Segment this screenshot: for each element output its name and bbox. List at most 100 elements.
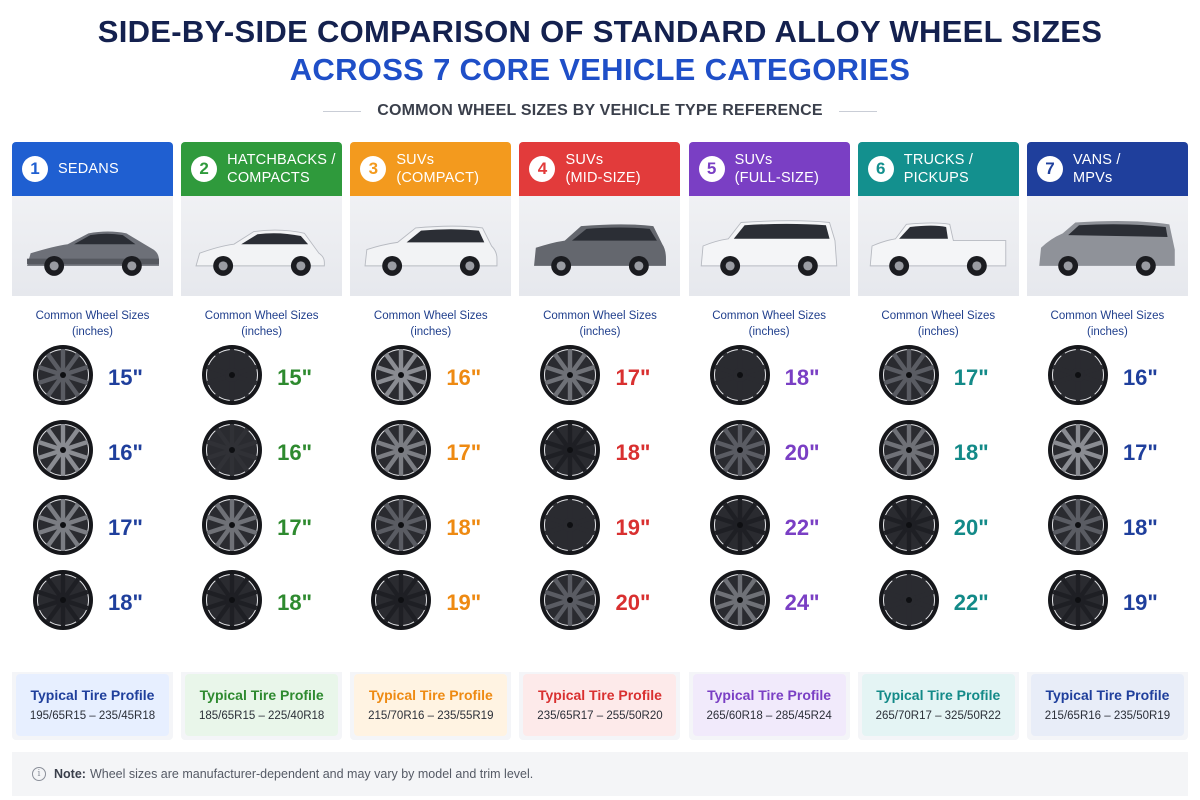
vehicle-image	[350, 196, 512, 296]
wheel-size-row: 17"	[12, 490, 173, 565]
tire-profile-title: Typical Tire Profile	[1045, 687, 1170, 703]
tire-profile-range: 235/65R17 – 255/50R20	[537, 710, 663, 722]
wheel-icon	[201, 344, 263, 411]
wheel-icon	[201, 569, 263, 636]
wheel-icon	[1047, 494, 1109, 561]
category-header: 1 SEDANS	[12, 142, 173, 196]
category-name: SEDANS	[58, 161, 119, 177]
wheel-sizes-list: Common Wheel Sizes (inches) 17" 18" 19" 20"	[519, 296, 681, 672]
page-title: SIDE-BY-SIDE COMPARISON OF STANDARD ALLO…	[97, 14, 1103, 49]
category-columns: 1 SEDANS Common Wheel Sizes (inches) 15" 16"…	[12, 142, 1188, 740]
page-header: SIDE-BY-SIDE COMPARISON OF STANDARD ALLO…	[0, 14, 1200, 88]
tire-profile-range: 195/65R15 – 235/45R18	[29, 710, 156, 722]
wheel-size-row: 18"	[350, 490, 511, 565]
page-title-secondary: ACROSS 7 CORE VEHICLE CATEGORIES	[289, 52, 911, 87]
wheel-size-row: 19"	[1027, 565, 1188, 640]
tire-profile-range: 265/60R18 – 285/45R24	[706, 710, 832, 722]
wheel-size-value: 22"	[953, 589, 989, 615]
sizes-caption: Common Wheel Sizes (inches)	[543, 310, 657, 338]
wheel-size-value: 18"	[108, 589, 143, 615]
wheel-size-value: 19"	[1122, 589, 1158, 615]
wheel-size-value: 15"	[108, 364, 143, 390]
tire-profile-range: 215/70R16 – 235/55R19	[368, 710, 494, 722]
tire-profile-box: Typical Tire Profile 215/70R16 – 235/55R1…	[354, 674, 508, 736]
wheel-icon	[878, 419, 940, 486]
wheel-size-value: 19"	[446, 589, 482, 615]
wheel-size-row: 16"	[12, 415, 173, 490]
wheel-size-value: 18"	[446, 514, 482, 540]
wheel-size-value: 19"	[615, 514, 651, 540]
wheel-icon	[1047, 344, 1109, 411]
wheel-icon	[32, 569, 94, 636]
wheel-size-row: 17"	[858, 340, 1019, 415]
wheel-icon	[1047, 419, 1109, 486]
sizes-caption: Common Wheel Sizes (inches)	[881, 310, 996, 338]
wheel-size-row: 17"	[519, 340, 680, 415]
tire-profile-title: Typical Tire Profile	[876, 687, 1001, 703]
wheel-size-value: 17"	[1122, 439, 1158, 465]
wheel-size-row: 18"	[181, 565, 342, 640]
wheel-size-value: 18"	[1122, 514, 1158, 540]
subtitle-row: COMMON WHEEL SIZES BY VEHICLE TYPE REFER…	[0, 100, 1200, 122]
tire-profile-box: Typical Tire Profile 185/65R15 – 225/40R1…	[185, 674, 339, 736]
wheel-size-value: 20"	[784, 439, 820, 465]
page-subtitle: COMMON WHEEL SIZES BY VEHICLE TYPE REFER…	[377, 102, 823, 119]
wheel-size-value: 17"	[446, 439, 482, 465]
sizes-caption: Common Wheel Sizes (inches)	[1050, 310, 1165, 338]
category-column: 3 SUVs (COMPACT) Common Wheel Sizes (inche…	[350, 142, 512, 740]
vehicle-image	[519, 196, 681, 296]
wheel-size-row: 20"	[519, 565, 680, 640]
category-number: 6	[867, 156, 894, 182]
wheel-icon	[709, 419, 771, 486]
wheel-size-row: 18"	[858, 415, 1019, 490]
wheel-size-row: 18"	[12, 565, 173, 640]
wheel-size-row: 18"	[519, 415, 680, 490]
category-number: 3	[360, 156, 387, 182]
wheel-icon	[370, 344, 432, 411]
category-number: 1	[22, 156, 48, 182]
tire-profile-box: Typical Tire Profile 215/65R16 – 235/50R1…	[1030, 674, 1184, 736]
wheel-icon	[370, 569, 432, 636]
wheel-size-row: 16"	[181, 415, 342, 490]
category-name: SUVs (MID-SIZE)	[565, 152, 641, 186]
tire-profile-title: Typical Tire Profile	[199, 687, 324, 703]
wheel-size-row: 20"	[858, 490, 1019, 565]
category-number: 4	[529, 156, 556, 182]
wheel-size-row: 16"	[1027, 340, 1188, 415]
wheel-size-value: 16"	[1122, 364, 1158, 390]
category-column: 1 SEDANS Common Wheel Sizes (inches) 15" 16"…	[12, 142, 173, 740]
tire-profile-range: 265/70R17 – 325/50R22	[875, 710, 1001, 722]
note-label: Note:	[54, 767, 86, 781]
wheel-size-row: 19"	[350, 565, 511, 640]
wheel-icon	[878, 494, 940, 561]
wheel-size-value: 18"	[277, 589, 313, 615]
wheel-icon	[539, 344, 601, 411]
wheel-size-value: 24"	[784, 589, 820, 615]
wheel-size-value: 18"	[784, 364, 820, 390]
category-header: 6 TRUCKS / PICKUPS	[857, 142, 1019, 196]
wheel-size-value: 20"	[953, 514, 989, 540]
tire-profile-box: Typical Tire Profile 265/60R18 – 285/45R2…	[692, 674, 846, 736]
wheel-icon	[32, 494, 94, 561]
category-column: 2 HATCHBACKS / COMPACTS Common Wheel Sizes…	[181, 142, 343, 740]
vehicle-image	[1026, 196, 1188, 296]
tire-profile-title: Typical Tire Profile	[368, 687, 493, 703]
note-bar: i Note: Wheel sizes are manufacturer-dep…	[12, 752, 1188, 796]
divider	[323, 110, 362, 112]
category-column: 6 TRUCKS / PICKUPS Common Wheel Sizes (inc…	[857, 142, 1019, 740]
wheel-size-row: 17"	[181, 490, 342, 565]
wheel-sizes-list: Common Wheel Sizes (inches) 18" 20" 22" 24"	[688, 296, 850, 672]
note-text: Wheel sizes are manufacturer-dependent a…	[89, 767, 534, 781]
info-icon: i	[32, 767, 46, 781]
category-number: 2	[191, 156, 218, 182]
wheel-icon	[539, 494, 601, 561]
wheel-sizes-list: Common Wheel Sizes (inches) 15" 16" 17" 18"	[12, 296, 173, 672]
category-name: SUVs (FULL-SIZE)	[734, 152, 819, 186]
vehicle-image	[12, 196, 173, 296]
category-header: 2 HATCHBACKS / COMPACTS	[181, 142, 343, 196]
wheel-size-value: 17"	[615, 364, 651, 390]
wheel-icon	[32, 344, 94, 411]
tire-profile-box: Typical Tire Profile 265/70R17 – 325/50R2…	[861, 674, 1015, 736]
sizes-caption: Common Wheel Sizes (inches)	[204, 310, 319, 338]
wheel-icon	[878, 344, 940, 411]
